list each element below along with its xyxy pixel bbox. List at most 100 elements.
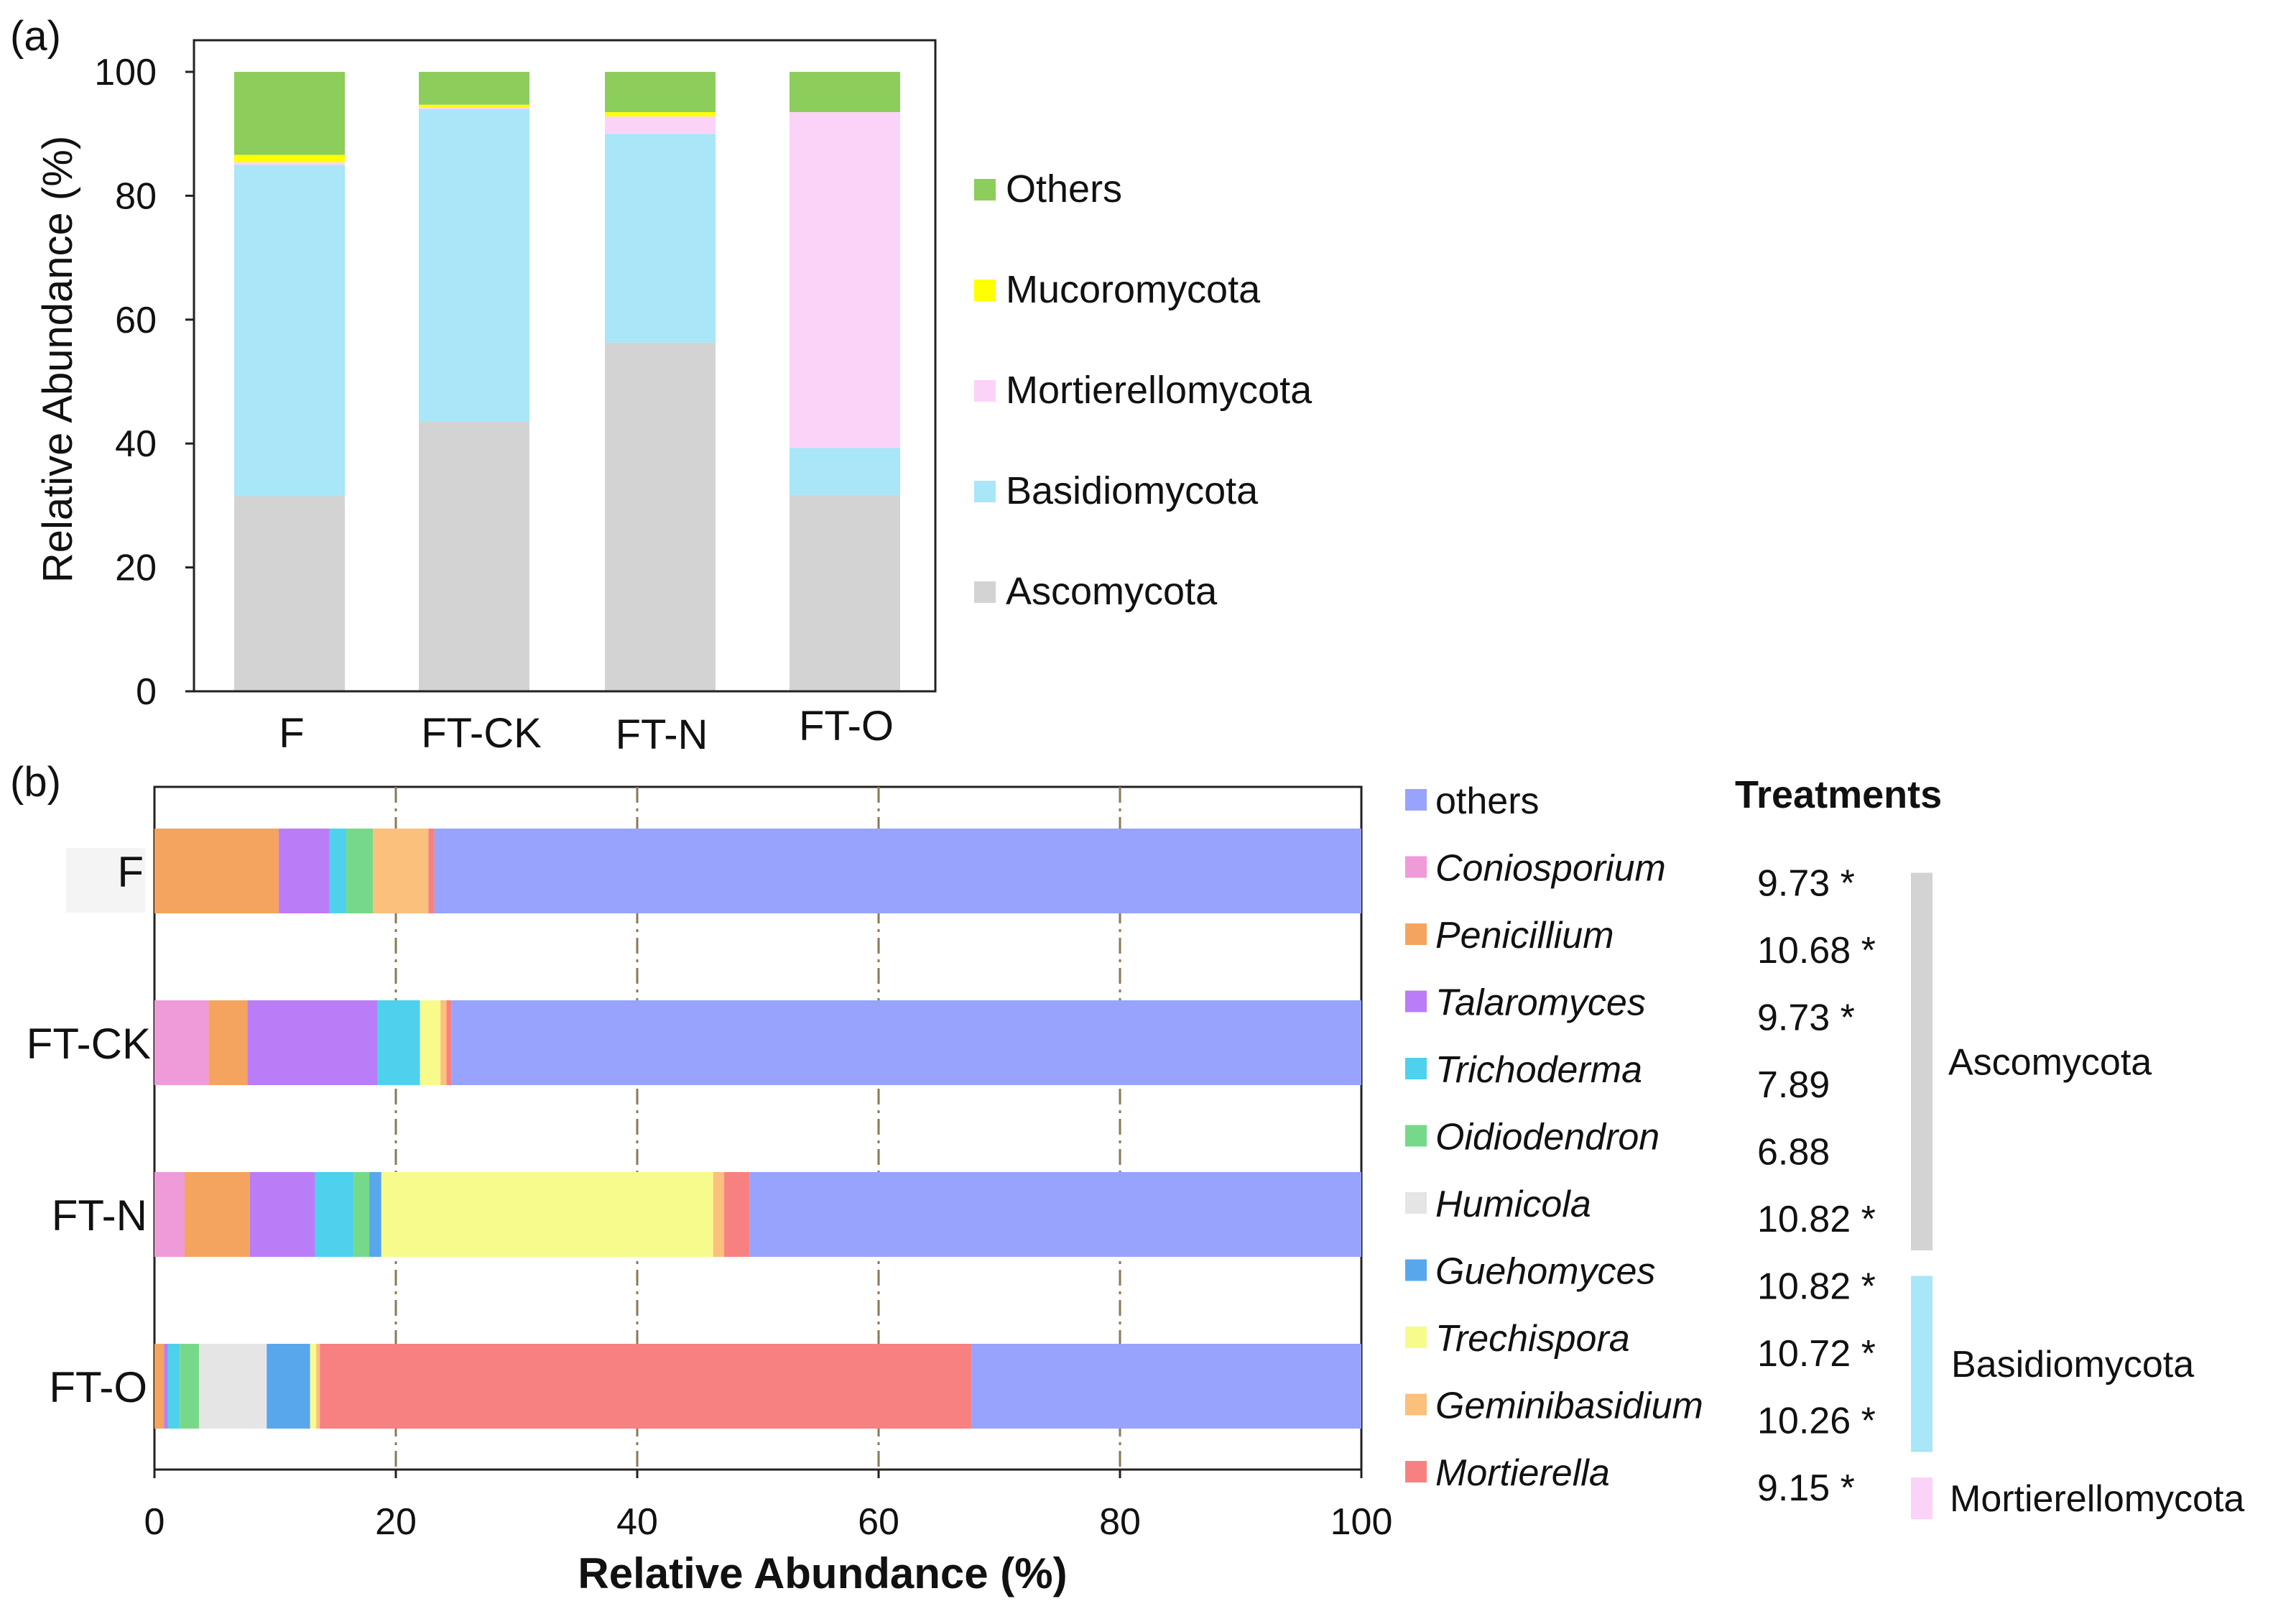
bar-b-ft-n-mortierella [723,1172,750,1257]
legend-b-swatch [1405,990,1427,1013]
treatment-value-trichoderma: 7.89 [1757,1064,1830,1106]
bar-a-ft-n-basidiomycota [605,134,716,343]
panel-b-x-tick-label: 100 [1330,1501,1393,1543]
legend-a-label: Others [1006,167,1122,211]
legend-a-basidiomycota: Basidiomycota [974,469,1259,512]
panel-b-y-tick-labels: F FT-CK FT-N FT-O [27,848,151,1411]
legend-b-swatch [1405,789,1427,811]
bar-a-f-mucoromycota [234,155,345,162]
bar-b-ft-o-others [971,1344,1361,1429]
group-label-mortierellomycota: Mortierellomycota [1950,1478,2244,1520]
treatment-value-trechispora: 10.72 * [1757,1333,1876,1375]
group-bracket-ascomycota [1911,872,1932,1250]
legend-b-label: Mortierella [1435,1452,1610,1494]
bar-a-ft-o-ascomycota [790,494,900,691]
bar-b-ft-n-others [749,1172,1361,1257]
legend-a-swatch [974,280,996,301]
legend-b-label: Trechispora [1435,1318,1630,1360]
legend-b-label: Guehomyces [1435,1251,1655,1293]
panel-a-y-tick-label: 0 [136,671,157,713]
treatment-value-coniosporium: 9.73 * [1757,863,1855,905]
panel-b-y-tick-label: F [117,848,144,896]
bar-a-ft-o-basidiomycota [790,448,900,495]
bar-b-f-talaromyces [279,829,330,913]
bar-b-ft-o-talaromyces [164,1344,168,1429]
group-label-ascomycota: Ascomycota [1948,1041,2152,1083]
panel-a-x-tick-label: FT-CK [421,710,542,757]
panel-b-legend: others Coniosporium Penicillium Talaromyces… [1405,780,1703,1494]
legend-b-swatch [1405,1259,1427,1281]
bar-a-ft-n-ascomycota [605,342,716,691]
panel-b-x-axis-label: Relative Abundance (%) [578,1549,1067,1597]
bar-b-f-others [434,829,1361,913]
panel-b: (b) F FT-CK FT-N FT-O 0 20 40 60 80 100 Relative… [10,759,2244,1597]
legend-a-label: Mucoromycota [1006,268,1261,311]
legend-b-swatch [1405,923,1427,945]
legend-b-mortierella: Mortierella [1405,1452,1610,1494]
panel-a-legend: Others Mucoromycota Mortierellomycota Basid… [974,167,1313,613]
panel-a-y-tick-label: 20 [115,548,157,589]
bar-b-f-geminibasidium [373,829,429,913]
legend-b-label: Coniosporium [1435,848,1666,890]
treatment-value-guehomyces: 10.82 * [1757,1266,1876,1308]
bar-b-ft-n-talaromyces [249,1172,315,1257]
bar-a-f-mortierellomycota [234,162,345,165]
bar-a-ft-ck-others [419,72,529,105]
bar-b-ft-o-trechispora [310,1344,317,1429]
legend-b-penicillium: Penicillium [1405,915,1614,956]
legend-a-label: Basidiomycota [1006,469,1259,512]
treatment-value-geminibasidium: 10.26 * [1757,1401,1876,1442]
bar-b-f-penicillium [154,829,279,913]
panel-b-plot-frame [153,785,1363,1471]
legend-a-swatch [974,581,996,603]
treatment-value-humicola: 10.82 * [1757,1199,1876,1240]
legend-a-mucoromycota: Mucoromycota [974,268,1261,311]
legend-a-label: Mortierellomycota [1006,369,1313,412]
bar-b-ft-ck-trechispora [420,1000,441,1085]
bar-a-ft-ck-ascomycota [419,422,529,691]
panel-b-y-tick-label: FT-N [52,1191,147,1240]
legend-b-label: Trichoderma [1435,1049,1642,1091]
bar-a-ft-ck-mucoromycota [419,104,529,108]
legend-b-swatch [1405,856,1427,878]
group-bracket-basidiomycota [1911,1276,1932,1452]
bar-a-ft-n-mucoromycota [605,112,716,117]
panel-b-y-tick-label: FT-CK [27,1020,151,1068]
panel-a-y-tick-label: 80 [115,175,157,217]
treatment-value-oidiodendron: 6.88 [1757,1132,1830,1173]
bar-b-ft-ck-coniosporium [154,1000,209,1085]
bar-a-ft-ck-mortierellomycota [419,107,529,109]
panel-a-label: (a) [10,13,61,60]
treatments-values: 9.73 * 10.68 * 9.73 * 7.89 6.88 10.82 * 10.82 … [1757,863,1876,1510]
bar-b-ft-ck-geminibasidium [440,1000,447,1085]
legend-b-humicola: Humicola [1405,1184,1591,1225]
bar-b-f-oidiodendron [346,829,374,913]
panel-a-y-tick-label: 100 [94,52,157,93]
legend-b-label: Talaromyces [1435,982,1646,1024]
panel-b-x-tick-label: 0 [144,1501,165,1543]
bar-a-ft-ck-basidiomycota [419,109,529,423]
legend-b-trechispora: Trechispora [1405,1318,1630,1360]
panel-a-y-ticks: 0 20 40 60 80 100 [94,52,194,713]
panel-a-x-tick-label: FT-N [616,711,708,758]
panel-b-label-backdrop [66,848,145,913]
treatments-header: Treatments [1735,773,1942,816]
panel-a-bars [234,72,900,691]
bar-b-ft-o-humicola [199,1344,267,1429]
legend-b-oidiodendron: Oidiodendron [1405,1117,1659,1158]
legend-a-label: Ascomycota [1006,570,1218,613]
treatment-value-penicillium: 10.68 * [1757,930,1876,972]
bar-b-ft-n-trichoderma [315,1172,354,1257]
bar-b-ft-ck-penicillium [208,1000,248,1085]
panel-b-x-tick-label: 80 [1099,1501,1141,1543]
bar-b-f-mortierella [428,829,435,913]
panel-a: (a) Relative Abundance (%) 020406080100 … [10,13,1313,758]
bar-b-ft-n-trechispora [381,1172,713,1257]
panel-b-x-ticks: 0 20 40 60 80 100 [144,1470,1393,1543]
bar-a-f-basidiomycota [234,165,345,497]
panel-a-y-tick-label: 40 [115,423,157,465]
bar-b-ft-ck-talaromyces [247,1000,378,1085]
panel-a-x-tick-label: F [279,710,304,757]
phylum-group-brackets: Ascomycota Basidiomycota Mortierellomycota [1911,872,2244,1520]
